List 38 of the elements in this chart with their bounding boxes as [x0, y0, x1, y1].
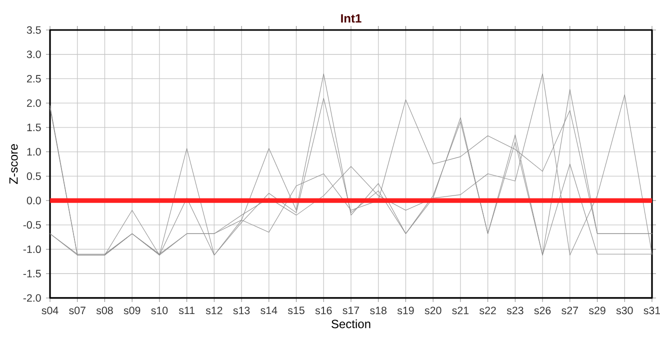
x-tick-label: s08	[96, 306, 113, 314]
x-tick-label: s20	[424, 306, 442, 314]
y-tick-label: 2.0	[27, 99, 41, 107]
x-tick-label: s16	[315, 306, 332, 314]
x-tick-label: s29	[588, 306, 606, 314]
x-tick-label: s14	[260, 306, 278, 314]
x-tick-label: s30	[616, 306, 633, 314]
x-tick-label: s10	[151, 306, 168, 314]
x-tick-label: s17	[342, 306, 360, 314]
y-tick-label: 1.5	[27, 124, 41, 132]
x-tick-label: s04	[42, 306, 58, 314]
y-tick-label: 2.5	[27, 74, 41, 82]
chart-title: Int1	[341, 14, 362, 23]
y-tick-label: -1.0	[23, 245, 41, 254]
y-tick-label: -2.0	[23, 294, 41, 302]
x-tick-label: s11	[178, 306, 195, 314]
x-tick-label: s31	[644, 306, 660, 314]
y-tick-label: 0.5	[26, 172, 41, 180]
x-tick-label: s12	[206, 306, 222, 314]
x-tick-label: s21	[452, 306, 469, 314]
x-tick-label: s13	[233, 306, 250, 314]
x-tick-label: s23	[506, 306, 524, 314]
y-tick-label: 3.0	[26, 50, 41, 58]
y-tick-label: -0.5	[23, 221, 41, 229]
x-tick-label: s15	[288, 306, 304, 314]
y-tick-label: 1.0	[27, 148, 41, 156]
x-tick-label: s26	[534, 306, 551, 314]
x-tick-label: s22	[480, 306, 496, 314]
x-tick-label: s07	[69, 306, 86, 314]
y-tick-label: 3.5	[26, 26, 41, 34]
x-axis-title: Section	[332, 319, 370, 328]
x-tick-label: s18	[370, 306, 386, 314]
x-tick-label: s19	[397, 306, 414, 314]
y-tick-label: 0.0	[26, 196, 41, 204]
y-tick-label: -1.5	[23, 270, 41, 278]
x-tick-label: s27	[562, 306, 578, 314]
x-tick-label: s09	[124, 306, 140, 314]
y-axis-title: Z-score	[9, 144, 18, 184]
